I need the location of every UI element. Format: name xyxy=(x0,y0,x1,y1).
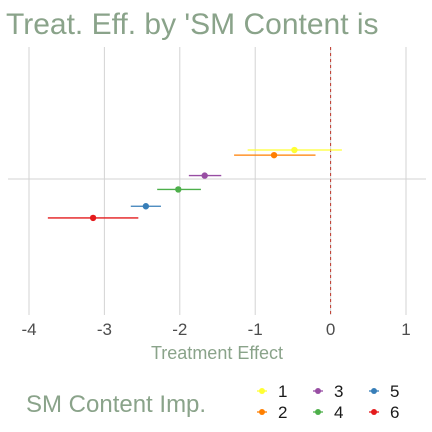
legend-label-5: 5 xyxy=(390,382,399,401)
point-estimate-6 xyxy=(89,214,97,222)
x-tick-label: 1 xyxy=(401,320,410,339)
legend-label-2: 2 xyxy=(278,403,287,422)
x-tick-label: -1 xyxy=(248,320,263,339)
legend-key-point-4 xyxy=(315,409,321,415)
point-estimate-3 xyxy=(201,172,208,179)
legend-title: SM Content Imp. xyxy=(26,391,206,418)
legend: 1 2 3 4 5 6 xyxy=(257,382,399,422)
legend-key-point-3 xyxy=(315,388,321,394)
x-tick-labels: -4 -3 -2 -1 0 1 xyxy=(21,320,410,339)
point-estimate-2 xyxy=(270,151,278,159)
legend-key-point-2 xyxy=(259,409,265,415)
plot-panel xyxy=(8,47,426,315)
x-tick-label: -2 xyxy=(172,320,187,339)
legend-key-point-5 xyxy=(371,388,377,394)
legend-key-point-6 xyxy=(371,409,377,415)
data-marks xyxy=(47,146,342,222)
chart-title: Treat. Eff. by 'SM Content is xyxy=(6,8,379,41)
x-tick-label: -3 xyxy=(97,320,112,339)
point-estimate-4 xyxy=(175,186,182,193)
legend-label-1: 1 xyxy=(278,382,287,401)
legend-key-point-1 xyxy=(259,388,265,394)
x-tick-label: 0 xyxy=(326,320,335,339)
x-axis-title: Treatment Effect xyxy=(151,343,283,363)
legend-label-4: 4 xyxy=(334,403,343,422)
point-estimate-1 xyxy=(291,146,298,154)
x-tick-label: -4 xyxy=(21,320,36,339)
legend-label-6: 6 xyxy=(390,403,399,422)
legend-label-3: 3 xyxy=(334,382,343,401)
point-estimate-5 xyxy=(142,203,150,210)
